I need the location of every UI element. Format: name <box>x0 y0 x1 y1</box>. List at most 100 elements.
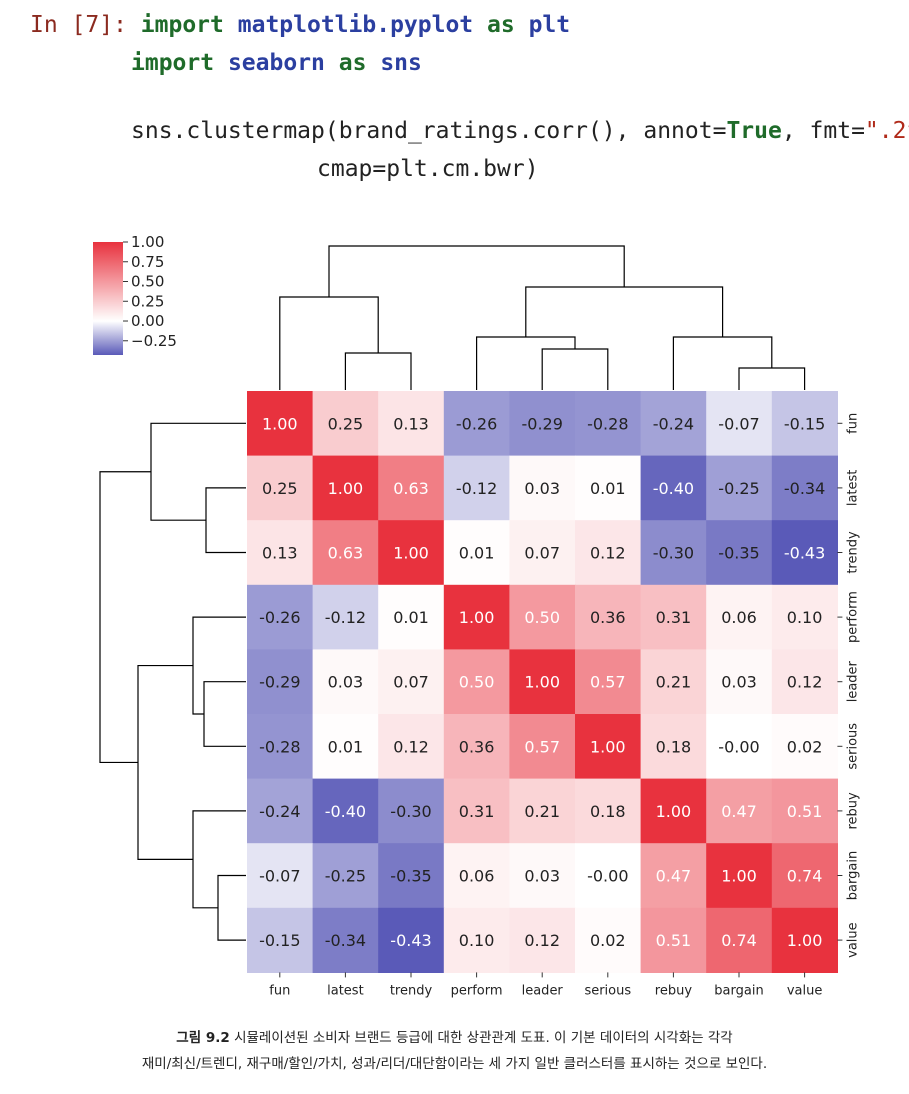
heatmap-cell-trendy-fun <box>247 520 314 586</box>
heatmap-cell-leader-fun <box>247 649 314 715</box>
heatmap-cell-rebuy-trendy <box>378 778 445 844</box>
cell-annotation-serious-latest: 0.01 <box>328 737 364 756</box>
heatmap-cell-bargain-trendy <box>378 843 445 909</box>
cell-annotation-trendy-trendy: 1.00 <box>393 544 429 563</box>
y-tick-label-rebuy: rebuy <box>845 792 860 830</box>
x-tick-label-bargain: bargain <box>714 983 763 998</box>
cell-annotation-value-trendy: -0.43 <box>390 931 431 950</box>
heatmap-cell-serious-perform <box>443 714 510 780</box>
dendrogram-link <box>476 336 576 390</box>
colorbar-tick-label: 0.00 <box>131 312 164 330</box>
heatmap-cell-value-latest <box>312 907 379 973</box>
heatmap-cells <box>247 391 838 973</box>
heatmap-cell-rebuy-serious <box>575 778 642 844</box>
cell-annotation-rebuy-bargain: 0.47 <box>721 802 757 821</box>
cell-annotation-rebuy-rebuy: 1.00 <box>656 802 692 821</box>
cell-annotation-serious-fun: -0.28 <box>259 737 300 756</box>
heatmap-cell-leader-latest <box>312 649 379 715</box>
heatmap-cell-fun-leader <box>509 391 576 457</box>
cell-annotation-perform-value: 0.10 <box>787 608 823 627</box>
cell-annotation-latest-trendy: 0.63 <box>393 479 429 498</box>
heatmap-cell-fun-fun <box>247 391 314 457</box>
cell-annotation-fun-trendy: 0.13 <box>393 414 429 433</box>
keyword-as: as <box>487 12 515 38</box>
heatmap-cell-latest-latest <box>312 455 379 521</box>
cell-annotation-bargain-latest: -0.25 <box>325 867 366 886</box>
dendrogram-link <box>279 296 379 390</box>
heatmap-cell-perform-serious <box>575 584 642 650</box>
heatmap-cell-bargain-serious <box>575 843 642 909</box>
heatmap-cell-leader-rebuy <box>640 649 707 715</box>
module-name: matplotlib.pyplot <box>237 12 474 38</box>
cell-annotation-fun-rebuy: -0.24 <box>653 414 694 433</box>
cell-annotation-leader-trendy: 0.07 <box>393 673 429 692</box>
code-line-2: import seaborn as sns <box>131 44 422 82</box>
cell-annotation-serious-value: 0.02 <box>787 737 823 756</box>
cell-annotation-trendy-value: -0.43 <box>784 544 825 563</box>
dendrogram-link <box>192 616 246 715</box>
colorbar-tick-label: −0.25 <box>131 332 177 350</box>
y-tick-label-serious: serious <box>845 723 860 770</box>
cell-annotation-trendy-perform: 0.01 <box>459 544 495 563</box>
heatmap-cell-value-bargain <box>706 907 773 973</box>
x-tick-label-fun: fun <box>269 983 290 998</box>
heatmap-cell-latest-fun <box>247 455 314 521</box>
cell-annotation-latest-fun: 0.25 <box>262 479 298 498</box>
heatmap-cell-perform-value <box>771 584 838 650</box>
heatmap-cell-serious-serious <box>575 714 642 780</box>
cell-annotation-leader-latest: 0.03 <box>328 673 364 692</box>
heatmap-cell-serious-trendy <box>378 714 445 780</box>
code-const: True <box>726 118 782 144</box>
cell-annotation-leader-perform: 0.50 <box>459 673 495 692</box>
cell-annotation-trendy-latest: 0.63 <box>328 544 364 563</box>
x-tick-label-value: value <box>787 983 823 998</box>
heatmap-cell-value-value <box>771 907 838 973</box>
cell-annotation-latest-rebuy: -0.40 <box>653 479 694 498</box>
heatmap-cell-leader-trendy <box>378 649 445 715</box>
y-tick-label-value: value <box>845 922 860 958</box>
heatmap-cell-serious-rebuy <box>640 714 707 780</box>
heatmap-cell-serious-latest <box>312 714 379 780</box>
cell-annotation-bargain-bargain: 1.00 <box>721 867 757 886</box>
heatmap-cell-leader-perform <box>443 649 510 715</box>
heatmap-cell-leader-serious <box>575 649 642 715</box>
cell-annotation-value-fun: -0.15 <box>259 931 300 950</box>
heatmap-cell-serious-fun <box>247 714 314 780</box>
heatmap-cell-latest-serious <box>575 455 642 521</box>
colorbar-gradient <box>93 242 123 355</box>
y-tick-label-perform: perform <box>845 591 860 643</box>
cell-annotation-rebuy-perform: 0.31 <box>459 802 495 821</box>
dendrogram-left <box>99 422 246 941</box>
figure-caption-line-1: 그림 9.2 시뮬레이션된 소비자 브랜드 등급에 대한 상관관계 도표. 이 … <box>0 1026 909 1046</box>
heatmap-cell-latest-value <box>771 455 838 521</box>
cell-annotation-leader-rebuy: 0.21 <box>656 673 692 692</box>
cell-annotation-rebuy-latest: -0.40 <box>325 802 366 821</box>
cell-annotation-bargain-perform: 0.06 <box>459 867 495 886</box>
heatmap-cell-latest-perform <box>443 455 510 521</box>
heatmap-cell-bargain-rebuy <box>640 843 707 909</box>
cell-annotation-value-bargain: 0.74 <box>721 931 757 950</box>
heatmap-cell-latest-trendy <box>378 455 445 521</box>
module-alias: sns <box>380 50 422 76</box>
dendrogram-link <box>525 286 724 337</box>
cell-annotation-perform-fun: -0.26 <box>259 608 300 627</box>
y-tick-label-trendy: trendy <box>845 531 860 574</box>
colorbar-tick-label: 0.75 <box>131 253 164 271</box>
heatmap-cell-perform-trendy <box>378 584 445 650</box>
cell-annotation-perform-rebuy: 0.31 <box>656 608 692 627</box>
heatmap-cell-fun-value <box>771 391 838 457</box>
module-alias: plt <box>528 12 571 38</box>
heatmap-cell-bargain-fun <box>247 843 314 909</box>
cell-annotation-serious-bargain: -0.00 <box>718 737 759 756</box>
heatmap-cell-bargain-perform <box>443 843 510 909</box>
heatmap-cell-trendy-value <box>771 520 838 586</box>
heatmap-cell-value-leader <box>509 907 576 973</box>
keyword-import: import <box>131 50 215 76</box>
x-tick-label-latest: latest <box>327 983 364 998</box>
heatmap-cell-trendy-leader <box>509 520 576 586</box>
heatmap-cell-latest-leader <box>509 455 576 521</box>
cell-annotation-bargain-leader: 0.03 <box>524 867 560 886</box>
keyword-import: import <box>140 12 224 38</box>
heatmap-cell-serious-value <box>771 714 838 780</box>
cell-annotation-bargain-fun: -0.07 <box>259 867 300 886</box>
